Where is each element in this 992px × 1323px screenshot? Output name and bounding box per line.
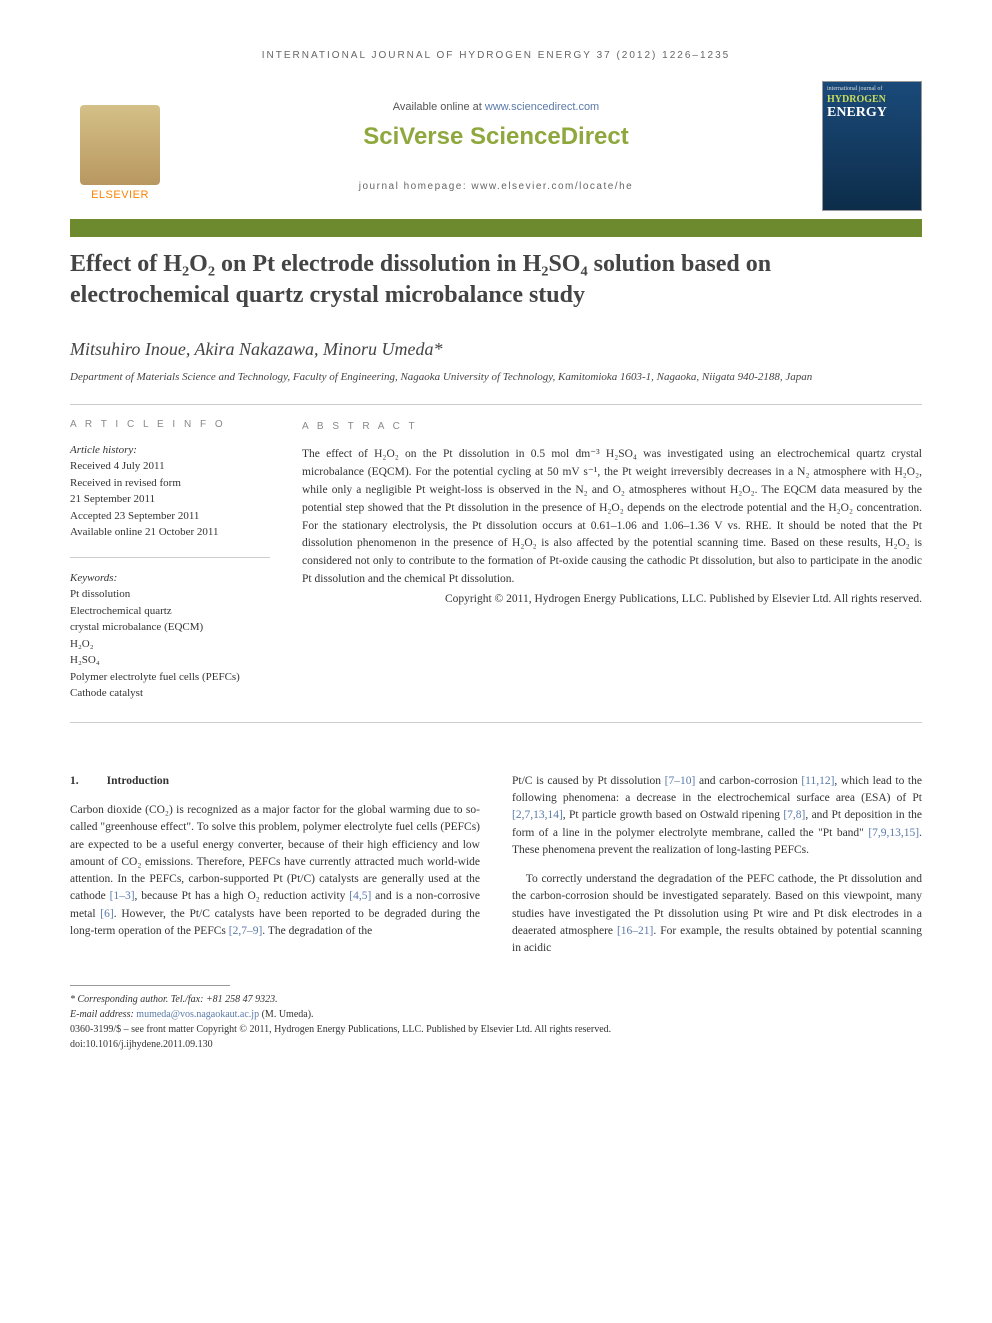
divider-mid	[70, 722, 922, 723]
p1-a: Carbon dioxide (CO₂) is recognized as a …	[70, 804, 480, 902]
cover-hydrogen: HYDROGEN	[827, 94, 917, 105]
history-label: Article history:	[70, 442, 270, 459]
email-label: E-mail address:	[70, 1009, 136, 1020]
article-info-head: A R T I C L E I N F O	[70, 419, 270, 430]
cover-small-text: international journal of	[827, 86, 917, 92]
ref-link-1[interactable]: [1–3]	[110, 890, 135, 902]
journal-homepage: journal homepage: www.elsevier.com/locat…	[190, 181, 802, 192]
elsevier-tree-icon	[80, 105, 160, 185]
ref-link-4[interactable]: [2,7–9]	[229, 925, 263, 937]
elsevier-logo: ELSEVIER	[70, 91, 170, 201]
intro-paragraph-2: To correctly understand the degradation …	[512, 871, 922, 957]
abstract-head: A B S T R A C T	[302, 419, 922, 435]
info-abstract-row: A R T I C L E I N F O Article history: R…	[70, 405, 922, 718]
running-head: INTERNATIONAL JOURNAL OF HYDROGEN ENERGY…	[70, 50, 922, 61]
sciencedirect-link[interactable]: www.sciencedirect.com	[485, 101, 599, 113]
ref-link-5[interactable]: [7–10]	[665, 775, 696, 787]
authors: Mitsuhiro Inoue, Akira Nakazawa, Minoru …	[70, 339, 922, 360]
issn-line: 0360-3199/$ – see front matter Copyright…	[70, 1022, 922, 1037]
intro-paragraph-1: Carbon dioxide (CO₂) is recognized as a …	[70, 802, 480, 940]
keyword-5: H₂SO₄	[70, 652, 270, 669]
cover-energy: ENERGY	[827, 105, 917, 121]
header-row: ELSEVIER Available online at www.science…	[70, 81, 922, 211]
header-center: Available online at www.sciencedirect.co…	[170, 101, 822, 192]
abstract-text: The effect of H₂O₂ on the Pt dissolution…	[302, 446, 922, 589]
article-history: Article history: Received 4 July 2011 Re…	[70, 442, 270, 541]
email-suffix: (M. Umeda).	[259, 1009, 313, 1020]
keyword-7: Cathode catalyst	[70, 685, 270, 702]
p2-d: , Pt particle growth based on Ostwald ri…	[563, 809, 784, 821]
email-link[interactable]: mumeda@vos.nagaokaut.ac.jp	[136, 1009, 259, 1020]
info-divider	[70, 557, 270, 558]
footer: * Corresponding author. Tel./fax: +81 25…	[70, 992, 922, 1052]
section-number: 1.	[70, 775, 79, 787]
p1-e: . The degradation of the	[262, 925, 372, 937]
keywords-block: Keywords: Pt dissolution Electrochemical…	[70, 570, 270, 702]
ref-link-2[interactable]: [4,5]	[349, 890, 371, 902]
body-columns: 1. Introduction Carbon dioxide (CO₂) is r…	[70, 773, 922, 958]
section-title: Introduction	[107, 775, 169, 787]
sciverse-brand: SciVerse ScienceDirect	[190, 123, 802, 151]
body-column-right: Pt/C is caused by Pt dissolution [7–10] …	[512, 773, 922, 958]
available-online: Available online at www.sciencedirect.co…	[190, 101, 802, 113]
keywords-label: Keywords:	[70, 570, 270, 587]
article-info-column: A R T I C L E I N F O Article history: R…	[70, 419, 270, 718]
p1-b: , because Pt has a high O₂ reduction act…	[135, 890, 350, 902]
ref-link-3[interactable]: [6]	[100, 908, 113, 920]
p2-b: and carbon-corrosion	[695, 775, 801, 787]
ref-link-8[interactable]: [7,8]	[783, 809, 805, 821]
history-revised2: 21 September 2011	[70, 491, 270, 508]
doi-line: doi:10.1016/j.ijhydene.2011.09.130	[70, 1037, 922, 1052]
footer-divider	[70, 985, 230, 986]
keyword-2: Electrochemical quartz	[70, 603, 270, 620]
title-bar	[70, 219, 922, 237]
ref-link-9[interactable]: [7,9,13,15]	[868, 827, 919, 839]
keyword-3: crystal microbalance (EQCM)	[70, 619, 270, 636]
section-heading: 1. Introduction	[70, 773, 480, 790]
elsevier-text: ELSEVIER	[91, 189, 149, 201]
abstract-copyright: Copyright © 2011, Hydrogen Energy Public…	[302, 591, 922, 609]
affiliation: Department of Materials Science and Tech…	[70, 370, 922, 385]
history-accepted: Accepted 23 September 2011	[70, 508, 270, 525]
history-received: Received 4 July 2011	[70, 458, 270, 475]
body-column-left: 1. Introduction Carbon dioxide (CO₂) is r…	[70, 773, 480, 958]
ref-link-7[interactable]: [2,7,13,14]	[512, 809, 563, 821]
p2-a: Pt/C is caused by Pt dissolution	[512, 775, 665, 787]
intro-paragraph-1-cont: Pt/C is caused by Pt dissolution [7–10] …	[512, 773, 922, 859]
article-title: Effect of H₂O₂ on Pt electrode dissoluti…	[70, 249, 922, 311]
ref-link-6[interactable]: [11,12]	[801, 775, 834, 787]
history-revised1: Received in revised form	[70, 475, 270, 492]
email-line: E-mail address: mumeda@vos.nagaokaut.ac.…	[70, 1007, 922, 1022]
corresponding-author: * Corresponding author. Tel./fax: +81 25…	[70, 992, 922, 1007]
available-prefix: Available online at	[393, 101, 485, 113]
abstract-column: A B S T R A C T The effect of H₂O₂ on th…	[302, 419, 922, 718]
journal-cover: international journal of HYDROGEN ENERGY	[822, 81, 922, 211]
keyword-4: H₂O₂	[70, 636, 270, 653]
history-online: Available online 21 October 2011	[70, 524, 270, 541]
keyword-6: Polymer electrolyte fuel cells (PEFCs)	[70, 669, 270, 686]
ref-link-10[interactable]: [16–21]	[617, 925, 653, 937]
keyword-1: Pt dissolution	[70, 586, 270, 603]
